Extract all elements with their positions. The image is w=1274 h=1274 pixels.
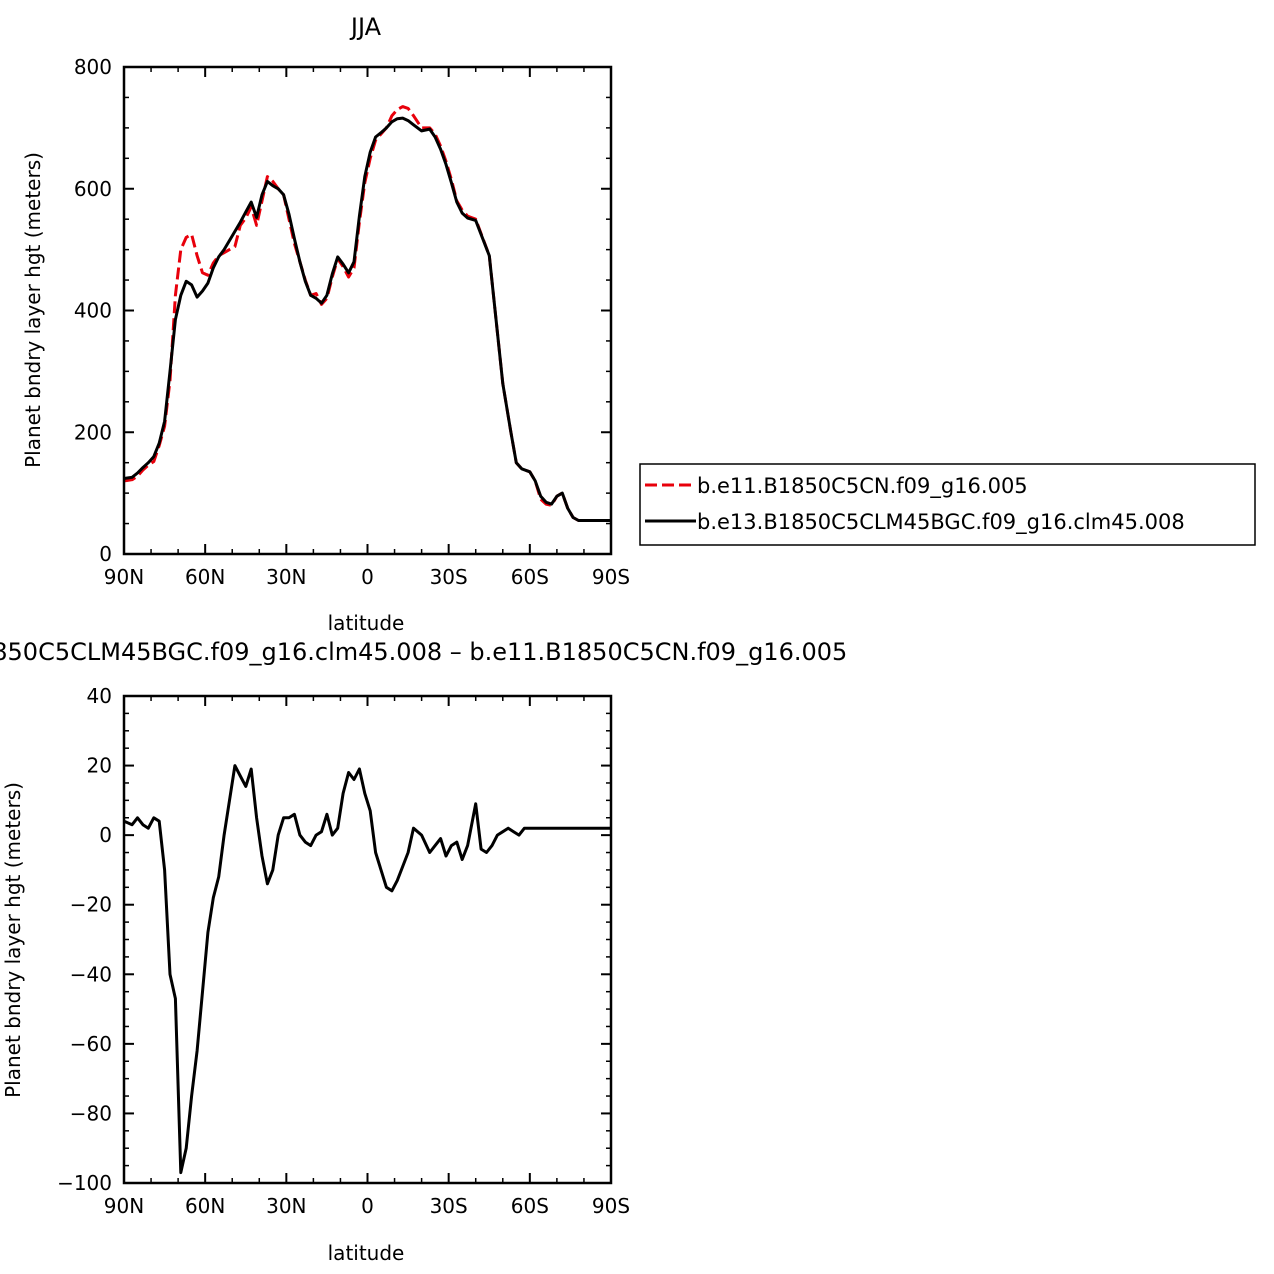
top-series-line-2 [123, 116, 611, 522]
top-y-tick-label: 0 [99, 542, 112, 566]
bottom-x-tick-label: 60S [511, 1194, 549, 1218]
top-x-tick-label: 60S [511, 565, 549, 589]
legend-box [639, 463, 1256, 546]
top-ticks-group: 90N 60N 30N 0 30S 60S 90S 0 200 400 600 800 [74, 55, 630, 589]
top-x-tick-label: 90S [592, 565, 630, 589]
legend-entry-2: b.e13.B1850C5CLM45BGC.f09_g16.clm45.008 [697, 510, 1185, 535]
bottom-ticks-group: 90N 60N 30N 0 30S 60S 90S −100 −80 −60 −40 −20 0 20 40 [57, 684, 630, 1218]
top-panel: JJA 90N 60N 30N 0 30S 60S 90S 0 200 400 600 800 lat… [21, 13, 1256, 635]
bottom-y-tick-label: −100 [57, 1171, 112, 1195]
top-y-tick-label: 800 [74, 55, 112, 79]
bottom-y-tick-label: −20 [70, 893, 112, 917]
bottom-y-tick-label: −40 [70, 962, 112, 986]
bottom-x-tick-label: 30N [266, 1194, 306, 1218]
top-x-tick-label: 90N [104, 565, 144, 589]
bottom-panel: b.e13.B1850C5CLM45BGC.f09_g16.clm45.008 … [0, 638, 847, 1265]
top-y-tick-label: 200 [74, 420, 112, 444]
top-series-group [123, 105, 611, 522]
bottom-y-tick-label: 20 [87, 754, 112, 778]
bottom-x-axis-label: latitude [328, 1241, 405, 1265]
top-plot-frame [122, 65, 613, 556]
bottom-plot-frame [122, 694, 613, 1185]
top-series-line-1 [123, 105, 611, 522]
top-x-tick-label: 30N [266, 565, 306, 589]
legend-entry-1: b.e11.B1850C5CN.f09_g16.005 [697, 474, 1028, 499]
top-chart-title: JJA [349, 13, 382, 41]
bottom-series-line-1 [123, 764, 611, 1175]
bottom-y-tick-label: −60 [70, 1032, 112, 1056]
top-legend: b.e11.B1850C5CN.f09_g16.005 b.e13.B1850C… [639, 463, 1256, 546]
bottom-series-group [123, 764, 611, 1175]
bottom-x-tick-label: 0 [361, 1194, 374, 1218]
top-y-tick-label: 600 [74, 177, 112, 201]
top-y-axis-label: Planet bndry layer hgt (meters) [21, 152, 45, 468]
top-x-tick-label: 60N [185, 565, 225, 589]
bottom-y-tick-label: −80 [70, 1101, 112, 1125]
bottom-y-tick-label: 0 [99, 823, 112, 847]
top-y-tick-label: 400 [74, 299, 112, 323]
bottom-x-tick-label: 90N [104, 1194, 144, 1218]
top-x-tick-label: 30S [430, 565, 468, 589]
bottom-x-tick-label: 60N [185, 1194, 225, 1218]
bottom-y-tick-label: 40 [87, 684, 112, 708]
bottom-chart-title: b.e13.B1850C5CLM45BGC.f09_g16.clm45.008 … [0, 638, 847, 666]
bottom-x-tick-label: 90S [592, 1194, 630, 1218]
bottom-y-axis-label: Planet bndry layer hgt (meters) [1, 782, 25, 1098]
bottom-x-tick-label: 30S [430, 1194, 468, 1218]
top-x-axis-label: latitude [328, 611, 405, 635]
top-x-tick-label: 0 [361, 565, 374, 589]
